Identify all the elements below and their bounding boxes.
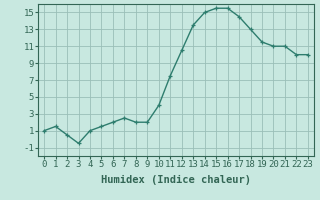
- X-axis label: Humidex (Indice chaleur): Humidex (Indice chaleur): [101, 175, 251, 185]
